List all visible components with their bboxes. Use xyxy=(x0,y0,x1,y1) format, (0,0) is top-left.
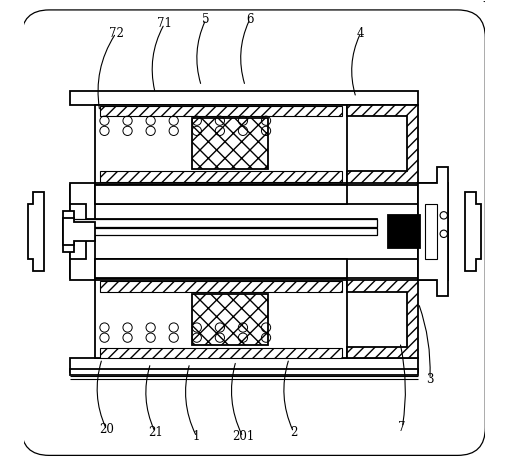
Bar xyxy=(426,204,437,259)
Bar xyxy=(100,171,342,181)
Bar xyxy=(70,358,418,372)
Polygon shape xyxy=(465,192,480,271)
Bar xyxy=(95,280,347,358)
Bar xyxy=(192,119,268,169)
Bar xyxy=(63,211,74,252)
Text: 4: 4 xyxy=(357,26,364,39)
Bar xyxy=(100,348,342,358)
Text: 1: 1 xyxy=(193,431,201,444)
Text: 72: 72 xyxy=(108,26,124,39)
Text: 21: 21 xyxy=(148,426,163,439)
Polygon shape xyxy=(418,167,448,296)
Text: 3: 3 xyxy=(426,373,434,386)
FancyBboxPatch shape xyxy=(8,0,499,463)
Bar xyxy=(100,106,342,116)
Bar xyxy=(100,282,342,292)
Text: 5: 5 xyxy=(202,13,210,25)
Bar xyxy=(70,369,418,375)
Polygon shape xyxy=(347,280,418,358)
Bar xyxy=(70,259,420,278)
Bar xyxy=(418,183,448,280)
Bar xyxy=(388,215,420,248)
Polygon shape xyxy=(347,105,418,183)
Bar xyxy=(70,91,418,105)
Text: 20: 20 xyxy=(99,424,114,437)
Text: 6: 6 xyxy=(246,13,253,25)
Polygon shape xyxy=(63,218,95,245)
Bar xyxy=(70,185,420,204)
Polygon shape xyxy=(29,192,44,271)
Bar xyxy=(63,228,377,235)
Bar xyxy=(95,185,347,204)
Bar xyxy=(63,219,377,235)
Bar xyxy=(70,204,86,259)
Bar xyxy=(192,294,268,344)
Text: 71: 71 xyxy=(157,17,172,30)
Text: 2: 2 xyxy=(290,426,297,439)
Text: 201: 201 xyxy=(232,431,254,444)
Text: 7: 7 xyxy=(399,421,406,434)
Bar xyxy=(63,219,377,227)
Bar xyxy=(95,105,347,183)
Bar xyxy=(95,259,347,278)
Bar xyxy=(70,183,95,280)
